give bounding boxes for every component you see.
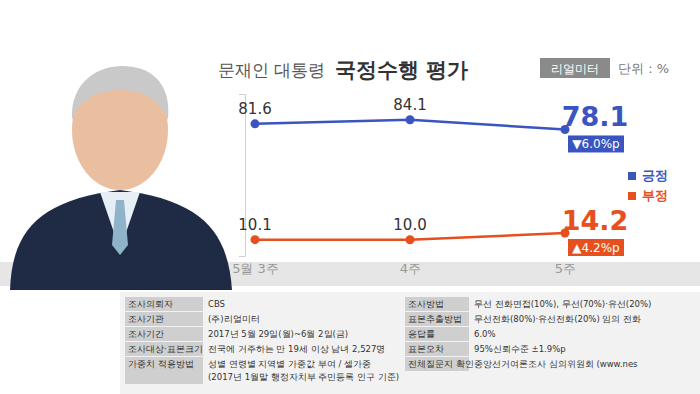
survey-value: 무선전화(80%)·유선전화(20%) 임의 전화 xyxy=(474,314,641,324)
data-labels: 81.6 84.1 78.1 ▼6.0%p 10.1 10.0 14.2 ▲4.2%p xyxy=(238,96,628,256)
x-tick-label: 5주 xyxy=(555,261,576,276)
unit: 단위 : % xyxy=(618,61,669,76)
portrait-hair xyxy=(72,66,169,120)
legend-entry: 부정 xyxy=(628,188,668,203)
survey-label: 조사기간 xyxy=(128,329,164,339)
survey-label-cell xyxy=(405,342,469,356)
survey-info: 조사의뢰자 CBS 조사기관 (주)리얼미터조사기간 2017년 5월 29일(월)~6… xyxy=(120,292,700,394)
chart: 문재인 대통령 국정수행 평가 리얼미터 단위 : % 5월 3주 4주 5주 81.6 84.… xyxy=(0,0,700,394)
data-label: 81.6 xyxy=(238,100,271,118)
legend-entry: 긍정 xyxy=(628,168,668,183)
x-tick: 5월 3주 xyxy=(232,261,279,276)
survey-value: (2017년 1월말 행정자치부 주민등록 인구 기준) xyxy=(208,372,399,382)
portrait xyxy=(10,66,232,290)
x-tick-label: 4주 xyxy=(400,261,421,276)
data-label: 14.2 xyxy=(562,205,629,236)
title: 국정수행 평가 xyxy=(335,58,468,82)
survey-label-cell xyxy=(125,312,203,326)
change-box xyxy=(568,239,624,256)
series-point xyxy=(406,115,415,124)
change-label: ▲4.2%p xyxy=(572,241,619,255)
survey-value: 성별 연령별 지역별 가중값 부여 / 셀가중 xyxy=(208,359,371,369)
survey-label: 표본오차 xyxy=(408,344,444,354)
x-tick: 5주 xyxy=(555,261,576,276)
data-label: 10.1 xyxy=(238,216,271,234)
survey-label: 가중치 적용방법 xyxy=(128,359,194,369)
survey-label: 응답률 xyxy=(408,329,435,339)
survey-value: 전국에 거주하는 만 19세 이상 남녀 2,527명 xyxy=(208,344,385,354)
survey-label: 표본추출방법 xyxy=(408,314,462,324)
subtitle: 문재인 대통령 xyxy=(218,60,325,80)
data-label: 78.1 xyxy=(562,101,629,132)
x-tick-label: 5월 3주 xyxy=(232,261,279,276)
survey-label: 조사기관 xyxy=(128,314,164,324)
survey-value: 6.0% xyxy=(474,329,496,339)
survey-label-cell xyxy=(405,297,469,311)
series-point xyxy=(406,235,415,244)
survey-label-cell xyxy=(125,327,203,341)
survey-label: 조사대상·표본크기 xyxy=(128,344,203,354)
survey-label: 전체질문지 확인 xyxy=(408,359,474,369)
data-label: 84.1 xyxy=(393,96,426,114)
x-tick: 4주 xyxy=(400,261,421,276)
series-point xyxy=(251,235,260,244)
portrait-tie xyxy=(112,200,128,255)
survey-value: 중앙선거여론조사 심의위원회 (www.nes xyxy=(474,359,638,369)
survey-value: 무선 전화면접(10%), 무선(70%)·유선(20%) xyxy=(474,299,651,309)
portrait-suit xyxy=(10,190,232,290)
legend-label: 긍정 xyxy=(642,168,668,183)
source-box xyxy=(540,58,610,78)
survey-label-cell xyxy=(405,312,469,326)
survey-label-cell xyxy=(405,327,469,341)
data-label: 10.0 xyxy=(393,216,426,234)
survey-value: 2017년 5월 29일(월)~6월 2일(금) xyxy=(208,329,348,339)
survey-value: 95%신뢰수준 ±1.9%p xyxy=(474,344,566,354)
x-axis: 5월 3주 4주 5주 xyxy=(232,261,576,276)
series-point xyxy=(251,119,260,128)
survey-info-bg xyxy=(120,292,700,394)
source: 리얼미터 xyxy=(551,62,599,76)
change-box xyxy=(568,135,624,152)
survey-value: CBS xyxy=(208,299,225,309)
survey-label-cell xyxy=(125,342,203,356)
survey-value: (주)리얼미터 xyxy=(208,314,260,324)
legend-swatch xyxy=(628,192,636,200)
plot-marks xyxy=(251,115,570,244)
survey-label-cell xyxy=(125,297,203,311)
legend-label: 부정 xyxy=(642,188,668,203)
survey-label-cell xyxy=(125,357,203,384)
survey-label: 조사의뢰자 xyxy=(128,299,173,309)
legend: 긍정부정 xyxy=(628,168,668,203)
change-label: ▼6.0%p xyxy=(572,137,619,151)
survey-label: 조사방법 xyxy=(408,299,444,309)
legend-swatch xyxy=(628,172,636,180)
